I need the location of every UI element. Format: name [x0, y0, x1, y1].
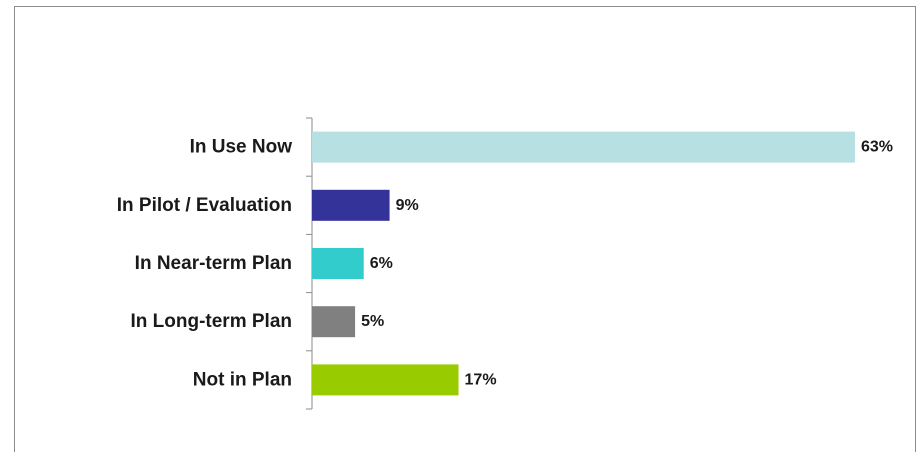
category-label-1: In Pilot / Evaluation	[117, 195, 292, 216]
value-label-1: 9%	[396, 197, 419, 214]
value-label-0: 63%	[861, 139, 893, 156]
value-label-2: 6%	[370, 255, 393, 272]
bars	[312, 131, 855, 396]
value-label-4: 17%	[465, 371, 497, 388]
value-labels: 63% 9% 6% 5% 17%	[361, 139, 893, 389]
bar-0	[312, 131, 855, 163]
value-label-3: 5%	[361, 313, 384, 330]
category-label-3: In Long-term Plan	[131, 311, 293, 332]
chart-frame	[14, 6, 916, 452]
category-axis	[306, 117, 313, 410]
bar-2	[312, 248, 364, 279]
category-label-4: Not in Plan	[193, 369, 292, 390]
bar-3	[312, 306, 356, 338]
category-labels: In Use Now In Pilot / Evaluation In Near-t…	[117, 137, 292, 391]
category-label-2: In Near-term Plan	[135, 253, 292, 274]
bar-4	[312, 364, 459, 396]
bar-1	[312, 189, 390, 221]
category-label-0: In Use Now	[190, 137, 293, 158]
